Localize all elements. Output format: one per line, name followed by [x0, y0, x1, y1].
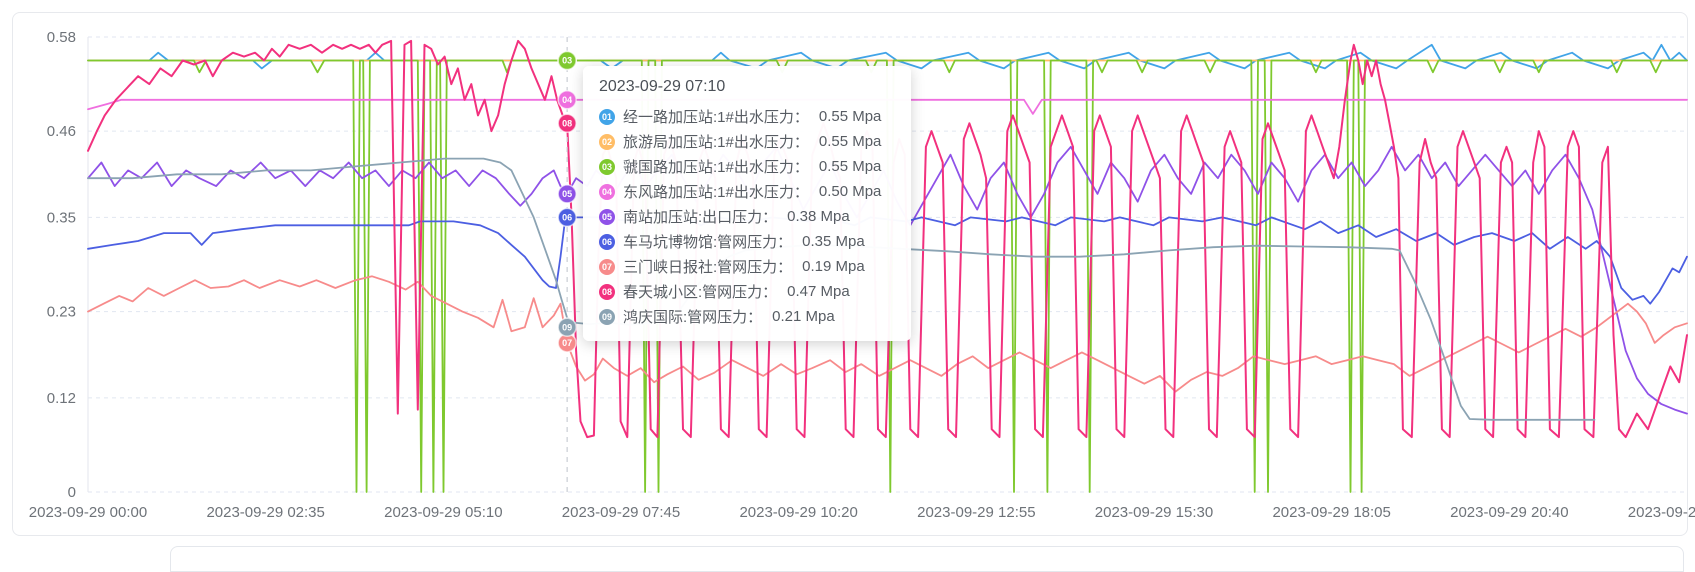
tooltip-series-badge-icon: 04 — [599, 183, 615, 200]
tooltip-series-value: 0.21 Mpa — [772, 308, 835, 325]
tooltip-series-label: 春天城小区:管网压力： — [623, 284, 778, 301]
series-line-03 — [87, 59, 1688, 493]
tooltip-series-label: 三门峡日报社:管网压力： — [623, 259, 793, 276]
tooltip-row-06: 06 车马坑博物馆:管网压力： 0.35 Mpa — [599, 229, 895, 254]
tooltip-series-label: 经一路加压站:1#出水压力： — [623, 109, 809, 126]
tooltip-series-label: 鸿庆国际:管网压力： — [623, 309, 763, 326]
x-axis-labels: 2023-09-29 00:00 2023-09-29 02:35 2023-09-… — [29, 504, 1695, 521]
series-badge-num: 03 — [562, 56, 572, 66]
series-line-04 — [87, 98, 1688, 115]
tooltip-series-badge-icon: 01 — [599, 108, 615, 125]
tooltip-series-value: 0.38 Mpa — [787, 208, 850, 225]
y-axis-tick-label: 0 — [68, 484, 76, 501]
tooltip-row-02: 02 旅游局加压站:1#出水压力： 0.55 Mpa — [599, 129, 895, 154]
tooltip-series-label: 虢国路加压站:1#出水压力： — [623, 159, 809, 176]
y-axis-tick-label: 0.35 — [47, 209, 76, 226]
tooltip-row-04: 04 东风路加压站:1#出水压力： 0.50 Mpa — [599, 179, 895, 204]
x-axis-tick-label: 2023-09-29 10:20 — [739, 504, 857, 521]
series-badge-num: 06 — [562, 212, 572, 222]
series-badge-09 — [557, 317, 577, 338]
tooltip-series-badge-icon: 09 — [599, 308, 615, 325]
tooltip-series-value: 0.47 Mpa — [787, 283, 850, 300]
tooltip-timestamp: 2023-09-29 07:10 — [599, 78, 726, 95]
tooltip-series-label: 南站加压站:出口压力： — [623, 209, 778, 226]
tooltip-series-value: 0.55 Mpa — [818, 108, 882, 125]
series-badge-num: 08 — [562, 118, 572, 128]
tooltip-series-label: 东风路加压站:1#出水压力： — [623, 184, 809, 201]
series-badge-03 — [557, 50, 577, 71]
chart-tooltip: 2023-09-29 07:10 01 经一路加压站:1#出水压力： 0.55 Mp… — [583, 66, 911, 341]
x-axis-tick-label: 2023-09-29 20:40 — [1450, 504, 1568, 521]
tooltip-row-08: 08 春天城小区:管网压力： 0.47 Mpa — [599, 279, 895, 304]
tooltip-row-05: 05 南站加压站:出口压力： 0.38 Mpa — [599, 204, 895, 229]
series-badge-num: 07 — [562, 338, 572, 348]
series-badge-06 — [557, 207, 577, 228]
series-badge-08 — [557, 113, 577, 134]
tooltip-series-badge-icon: 05 — [599, 208, 615, 225]
x-axis-tick-label: 2023-09-29 05:10 — [384, 504, 502, 521]
tooltip-series-value: 0.55 Mpa — [818, 133, 882, 150]
tooltip-series-badge-icon: 08 — [599, 283, 615, 300]
series-badge-num: 04 — [562, 95, 572, 105]
tooltip-series-value: 0.55 Mpa — [818, 158, 882, 175]
tooltip-series-badge-icon: 03 — [599, 158, 615, 175]
series-badge-num: 05 — [562, 189, 572, 199]
tooltip-series-label: 车马坑博物馆:管网压力： — [623, 234, 793, 251]
tooltip-row-07: 07 三门峡日报社:管网压力： 0.19 Mpa — [599, 254, 895, 279]
tooltip-series-label: 旅游局加压站:1#出水压力： — [623, 134, 809, 151]
tooltip-series-value: 0.50 Mpa — [818, 183, 882, 200]
tooltip-series-badge-icon: 06 — [599, 233, 615, 250]
series-badge-04 — [557, 90, 577, 110]
tooltip-row-03: 03 虢国路加压站:1#出水压力： 0.55 Mpa — [599, 154, 895, 179]
x-axis-tick-label: 2023-09-29 15:30 — [1095, 504, 1213, 521]
x-axis-tick-label: 2023-09-29 02:35 — [206, 504, 324, 521]
y-axis-tick-label: 0.12 — [47, 390, 76, 407]
tooltip-row-09: 09 鸿庆国际:管网压力： 0.21 Mpa — [599, 304, 895, 329]
tooltip-row-01: 01 经一路加压站:1#出水压力： 0.55 Mpa — [599, 104, 895, 129]
series-line-07 — [87, 275, 1688, 393]
tooltip-series-value: 0.35 Mpa — [802, 233, 865, 250]
tooltip-series-value: 0.19 Mpa — [802, 258, 865, 275]
series-line-08 — [87, 39, 1688, 439]
y-axis-tick-label: 0.58 — [47, 29, 76, 46]
x-axis-tick-label: 2023-09-29 12:55 — [917, 504, 1035, 521]
y-axis-tick-label: 0.46 — [47, 123, 76, 140]
x-axis-tick-label: 2023-09-29 07:45 — [562, 504, 680, 521]
y-axis-tick-label: 0.23 — [47, 304, 76, 321]
tooltip-series-badge-icon: 02 — [599, 133, 615, 150]
series-badge-05 — [557, 184, 577, 204]
series-line-06 — [87, 216, 1688, 305]
x-axis-tick-label: 2023-09-29 00:00 — [29, 504, 147, 521]
series-badge-num: 09 — [562, 322, 572, 332]
pointer-badges: 010203040506070809 — [557, 50, 577, 353]
x-axis-tick-label: 2023-09-29 23:15 — [1628, 504, 1695, 521]
tooltip-series-badge-icon: 07 — [599, 258, 615, 275]
x-axis-tick-label: 2023-09-29 18:05 — [1272, 504, 1390, 521]
